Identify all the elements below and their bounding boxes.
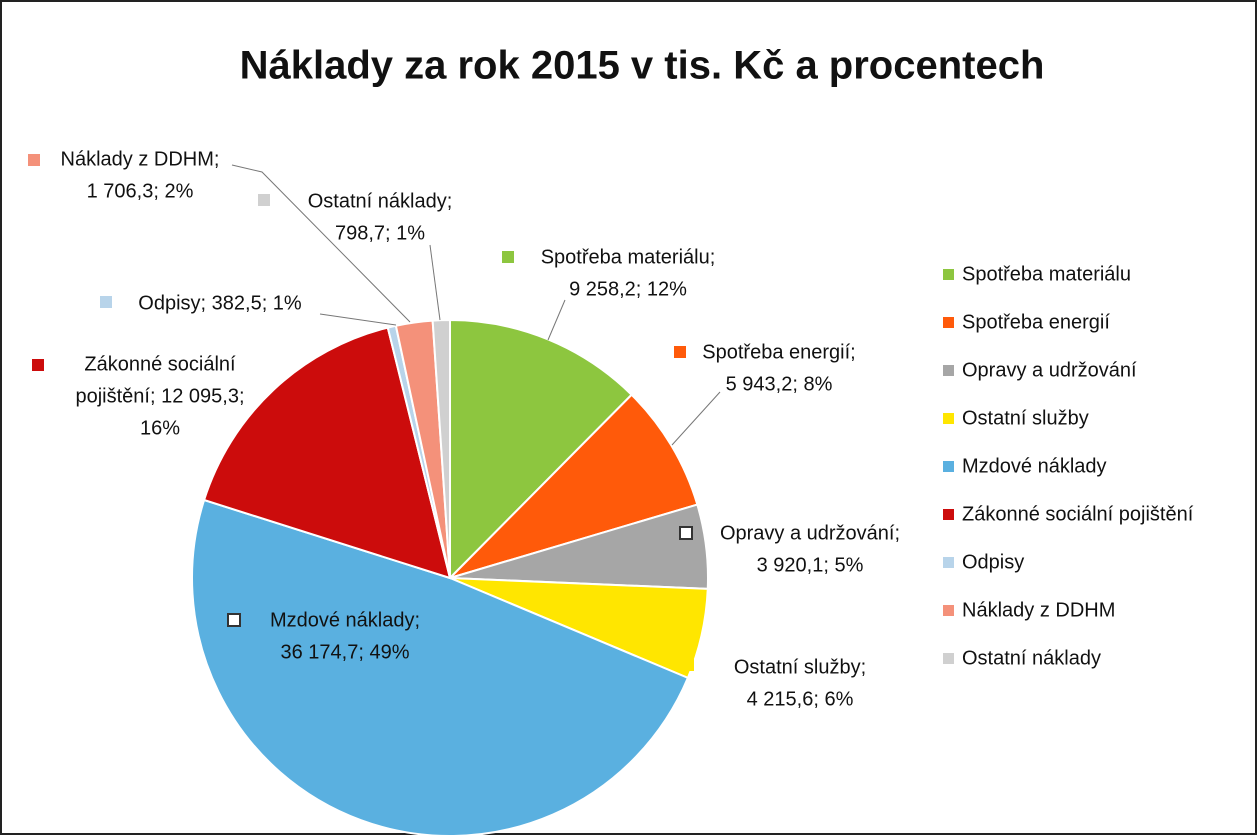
legend-marker [943,413,954,424]
pie-slice [202,326,452,580]
data-label: pojištění; 12 095,3; [75,385,244,407]
data-label: Mzdové náklady; [270,609,420,631]
label-marker [679,526,693,540]
data-label: Náklady z DDHM; [61,148,220,170]
data-label: 798,7; 1% [335,222,425,244]
legend-label: Opravy a udržování [962,359,1137,381]
data-label: Zákonné sociální [84,353,236,375]
legend-label: Mzdové náklady [962,455,1107,477]
legend-label: Spotřeba materiálu [962,263,1131,285]
chart-title: Náklady za rok 2015 v tis. Kč a procente… [240,44,1045,88]
leader-line [231,164,411,323]
legend-label: Odpisy [962,551,1024,573]
data-label: 36 174,7; 49% [281,641,410,663]
data-label: Spotřeba materiálu; [541,246,716,268]
label-marker [682,659,694,671]
legend-marker [943,269,954,280]
legend-label: Spotřeba energií [962,311,1110,333]
leader-line [429,244,441,321]
pie-slice [431,318,451,579]
legend-label: Ostatní služby [962,407,1089,429]
legend-marker [943,317,954,328]
data-label: Ostatní náklady; [308,190,453,212]
data-label: 5 943,2; 8% [726,373,833,395]
data-label: 4 215,6; 6% [747,688,854,710]
leader-line [319,313,397,326]
legend-marker [943,653,954,664]
data-label: Opravy a udržování; [720,522,900,544]
label-marker [674,346,686,358]
data-label: Spotřeba energií; [702,341,855,363]
legend-marker [943,557,954,568]
legend-label: Zákonné sociální pojištění [962,503,1194,525]
legend-label: Ostatní náklady [962,647,1101,669]
label-marker [502,251,514,263]
leader-line [547,299,566,341]
data-label: Odpisy; 382,5; 1% [138,292,302,314]
data-label: 1 706,3; 2% [87,180,194,202]
legend-label: Náklady z DDHM [962,599,1115,621]
data-label: 16% [140,417,180,439]
legend-marker [943,461,954,472]
label-marker [32,359,44,371]
label-marker [258,194,270,206]
leader-line [671,391,721,446]
data-label: 9 258,2; 12% [569,278,687,300]
legend-marker [943,365,954,376]
data-label: Ostatní služby; [734,656,866,678]
pie-slice [449,393,699,579]
legend-marker [943,605,954,616]
label-marker [100,296,112,308]
data-label: 3 920,1; 5% [757,554,864,576]
legend-marker [943,509,954,520]
pie-slice [191,498,690,837]
label-marker [28,154,40,166]
label-marker [227,613,241,627]
